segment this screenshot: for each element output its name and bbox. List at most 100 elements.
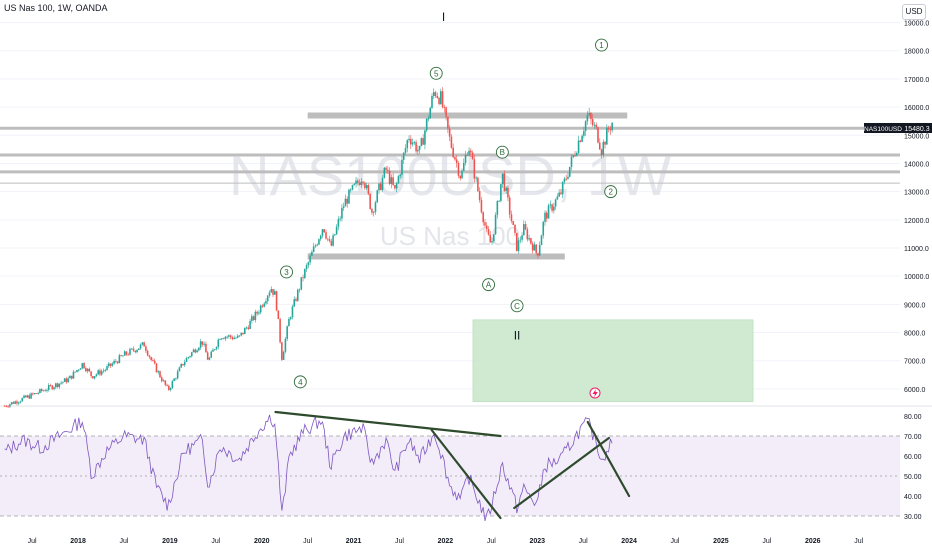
candle-body — [395, 183, 398, 189]
candle-body — [556, 196, 559, 200]
candle-body — [238, 335, 241, 337]
candle-body — [508, 197, 511, 215]
rsi-axis: 30.00 40.00 50.00 60.00 70.00 80.00 — [904, 414, 922, 521]
candle-body — [90, 371, 92, 377]
time-tick-label: Jul — [487, 538, 496, 545]
candle-body — [485, 225, 488, 229]
candle-body — [152, 359, 154, 361]
candle-body — [443, 107, 446, 108]
candle-body — [353, 183, 356, 186]
candle-body — [93, 376, 96, 379]
candle-body — [134, 350, 137, 353]
candle-body — [383, 167, 386, 178]
candle-body — [583, 131, 585, 136]
candle-body — [143, 342, 145, 347]
candle-body — [457, 163, 460, 176]
price-tick-label: 16000.0 — [904, 105, 929, 112]
candle-body — [79, 368, 82, 370]
candle-body — [35, 393, 38, 394]
wave-label-circle — [280, 265, 293, 279]
candle-body — [182, 363, 184, 366]
candle-body — [346, 198, 349, 204]
candle-body — [69, 375, 71, 379]
candle-body — [501, 173, 504, 185]
candle-body — [505, 187, 507, 191]
candle-body — [385, 167, 387, 170]
time-tick-label: 2020 — [254, 538, 270, 545]
wave-label-circle — [595, 38, 608, 52]
candle-body — [600, 149, 603, 155]
candle-body — [411, 142, 414, 145]
candle-body — [425, 118, 428, 131]
candle-body — [104, 369, 107, 371]
candle-body — [81, 363, 84, 369]
candle-body — [576, 152, 578, 156]
candle-body — [210, 351, 213, 358]
candle-body — [523, 224, 525, 236]
candle-body — [471, 152, 474, 160]
rsi-band — [0, 405, 932, 517]
candle-body — [379, 183, 382, 190]
candle-body — [318, 239, 320, 245]
candle-body — [394, 185, 396, 189]
candle-body — [274, 291, 276, 295]
price-tick-label: 15000.0 — [904, 133, 929, 140]
candle-body — [330, 241, 333, 246]
price-tick-label: 17000.0 — [904, 77, 929, 84]
candle-body — [97, 370, 99, 375]
candle-body — [399, 174, 401, 177]
candle-body — [431, 96, 433, 108]
candle-body — [233, 337, 235, 340]
candle-body — [316, 244, 318, 246]
candle-body — [312, 246, 315, 253]
candle-body — [86, 368, 89, 372]
candle-body — [83, 363, 85, 369]
candle-body — [162, 380, 165, 382]
candle-body — [567, 176, 569, 179]
candle-body — [272, 289, 274, 295]
candle-body — [224, 336, 227, 339]
candle-body — [454, 157, 456, 160]
price-tag-symbol: NAS100USD — [864, 126, 902, 133]
candle-body — [284, 338, 287, 352]
candle-body — [302, 277, 304, 279]
candle-body — [9, 404, 11, 407]
candle-body — [217, 339, 220, 347]
candle-body — [462, 162, 465, 171]
candle-body — [47, 385, 50, 390]
candle-body — [438, 97, 440, 104]
candle-body — [335, 226, 338, 235]
candle-body — [291, 306, 294, 318]
candle-body — [406, 140, 409, 149]
price-tick-label: 9000.0 — [904, 302, 926, 309]
candle-body — [146, 350, 149, 356]
candle-body — [418, 145, 421, 150]
candle-body — [42, 390, 45, 392]
candle-body — [402, 152, 405, 160]
candle-body — [187, 357, 190, 359]
candle-body — [579, 140, 582, 142]
candle-body — [141, 342, 144, 345]
candle-body — [417, 149, 419, 152]
candle-body — [127, 354, 130, 356]
price-tick-label: 8000.0 — [904, 331, 926, 338]
candle-body — [201, 341, 204, 345]
candle-body — [447, 116, 449, 129]
candle-body — [39, 389, 41, 393]
time-tick-label: Jul — [579, 538, 588, 545]
wave-label-text: 4 — [298, 378, 303, 387]
time-tick-label: 2019 — [162, 538, 178, 545]
candle-body — [40, 389, 43, 391]
price-tick-label: 13000.0 — [904, 190, 929, 197]
candle-body — [155, 363, 158, 373]
candle-body — [365, 185, 368, 189]
candle-body — [577, 140, 580, 153]
time-axis: Jul 2018 Jul 2019 Jul 2020 Jul 2021 Jul 2022 Jul 20… — [28, 538, 864, 545]
currency-button[interactable]: USD — [902, 4, 926, 20]
price-tick-label: 14000.0 — [904, 161, 929, 168]
candle-body — [581, 135, 583, 142]
candle-body — [256, 311, 258, 314]
rsi-trendline — [430, 428, 502, 520]
time-tick-label: Jul — [28, 538, 37, 545]
